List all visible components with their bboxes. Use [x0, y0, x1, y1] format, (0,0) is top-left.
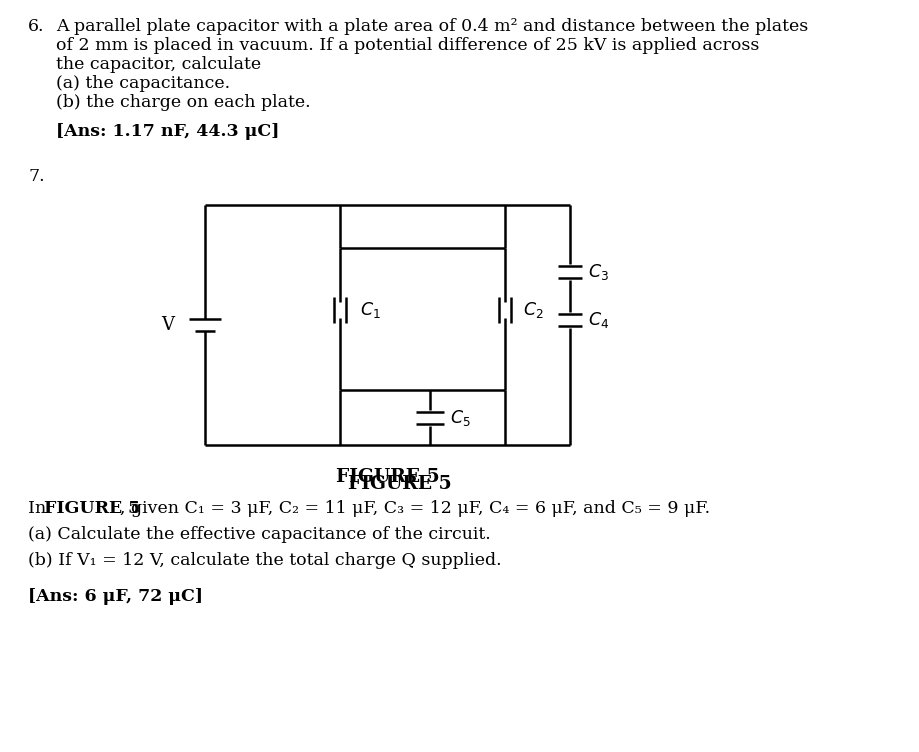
Text: In: In	[28, 500, 51, 517]
Text: FIGURE 5: FIGURE 5	[348, 475, 451, 493]
Text: 7.: 7.	[28, 168, 45, 185]
Text: 6.: 6.	[28, 18, 44, 35]
Text: $C_1$: $C_1$	[360, 300, 380, 320]
Text: $C_2$: $C_2$	[523, 300, 544, 320]
Text: (b) the charge on each plate.: (b) the charge on each plate.	[56, 94, 311, 111]
Text: , given C₁ = 3 μF, C₂ = 11 μF, C₃ = 12 μF, C₄ = 6 μF, and C₅ = 9 μF.: , given C₁ = 3 μF, C₂ = 11 μF, C₃ = 12 μ…	[120, 500, 710, 517]
Text: $C_4$: $C_4$	[588, 310, 609, 330]
Text: FIGURE 5: FIGURE 5	[44, 500, 141, 517]
Text: [Ans: 1.17 nF, 44.3 μC]: [Ans: 1.17 nF, 44.3 μC]	[56, 123, 279, 140]
Text: FIGURE 5: FIGURE 5	[335, 468, 439, 486]
Text: of 2 mm is placed in vacuum. If a potential difference of 25 kV is applied acros: of 2 mm is placed in vacuum. If a potent…	[56, 37, 759, 54]
Text: (b) If V₁ = 12 V, calculate the total charge Q supplied.: (b) If V₁ = 12 V, calculate the total ch…	[28, 552, 502, 569]
Text: the capacitor, calculate: the capacitor, calculate	[56, 56, 261, 73]
Text: (a) Calculate the effective capacitance of the circuit.: (a) Calculate the effective capacitance …	[28, 526, 491, 543]
Text: (a) the capacitance.: (a) the capacitance.	[56, 75, 230, 92]
Text: $C_5$: $C_5$	[450, 408, 471, 428]
Text: $C_3$: $C_3$	[588, 262, 609, 282]
Text: A parallel plate capacitor with a plate area of 0.4 m² and distance between the : A parallel plate capacitor with a plate …	[56, 18, 808, 35]
Text: [Ans: 6 μF, 72 μC]: [Ans: 6 μF, 72 μC]	[28, 588, 203, 605]
Text: V: V	[162, 316, 175, 334]
